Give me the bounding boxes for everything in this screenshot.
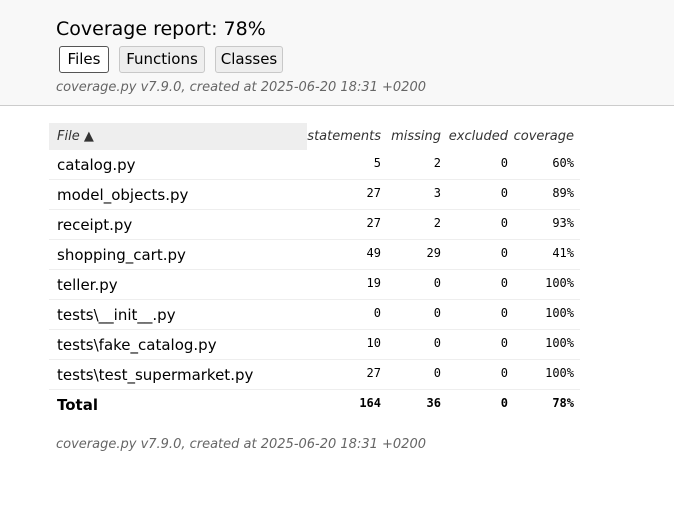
column-header-coverage[interactable]: coverage [513, 129, 574, 144]
excluded-value: 0 [500, 156, 508, 170]
table-row: shopping_cart.py 49 29 0 41% [49, 240, 580, 270]
coverage-value: 60% [552, 156, 574, 170]
total-coverage: 78% [552, 396, 574, 410]
missing-value: 0 [433, 306, 441, 320]
excluded-value: 0 [500, 366, 508, 380]
column-header-statements[interactable]: statements [307, 129, 381, 144]
excluded-value: 0 [500, 186, 508, 200]
missing-value: 3 [433, 186, 441, 200]
statements-value: 19 [366, 276, 381, 290]
column-header-excluded[interactable]: excluded [448, 129, 508, 144]
excluded-value: 0 [500, 246, 508, 260]
coverage-value: 41% [552, 246, 574, 260]
missing-value: 2 [433, 216, 441, 230]
column-header-missing[interactable]: missing [391, 129, 441, 144]
statements-value: 49 [366, 246, 381, 260]
excluded-value: 0 [500, 216, 508, 230]
excluded-value: 0 [500, 276, 508, 290]
column-header-file[interactable]: File ▲ [49, 123, 307, 150]
report-header: Coverage report: 78% Files Functions Cla… [0, 0, 674, 106]
missing-value: 0 [433, 276, 441, 290]
coverage-value: 93% [552, 216, 574, 230]
missing-value: 2 [433, 156, 441, 170]
table-row: catalog.py 5 2 0 60% [49, 150, 580, 180]
excluded-value: 0 [500, 306, 508, 320]
file-link[interactable]: shopping_cart.py [57, 246, 186, 264]
missing-value: 0 [433, 366, 441, 380]
table-row: teller.py 19 0 0 100% [49, 270, 580, 300]
excluded-value: 0 [500, 336, 508, 350]
table-row: receipt.py 27 2 0 93% [49, 210, 580, 240]
footer-created-info: coverage.py v7.9.0, created at 2025-06-2… [56, 437, 426, 452]
statements-value: 27 [366, 366, 381, 380]
statements-value: 27 [366, 216, 381, 230]
statements-value: 27 [366, 186, 381, 200]
total-statements: 164 [359, 396, 381, 410]
table-header-row: File ▲ statements missing excluded cover… [49, 123, 580, 150]
coverage-value: 100% [545, 366, 574, 380]
missing-value: 29 [426, 246, 441, 260]
tab-functions[interactable]: Functions [119, 46, 205, 73]
tab-classes[interactable]: Classes [215, 46, 283, 73]
table-row: tests\fake_catalog.py 10 0 0 100% [49, 330, 580, 360]
file-link[interactable]: catalog.py [57, 156, 136, 174]
coverage-value: 100% [545, 276, 574, 290]
total-excluded: 0 [500, 396, 508, 410]
coverage-table: File ▲ statements missing excluded cover… [49, 123, 580, 420]
table-row: tests\__init__.py 0 0 0 100% [49, 300, 580, 330]
statements-value: 10 [366, 336, 381, 350]
statements-value: 0 [373, 306, 381, 320]
total-row: Total 164 36 0 78% [49, 390, 580, 420]
page-title: Coverage report: 78% [56, 18, 266, 40]
file-link[interactable]: tests\fake_catalog.py [57, 336, 217, 354]
total-label: Total [57, 396, 98, 414]
missing-value: 0 [433, 336, 441, 350]
file-link[interactable]: receipt.py [57, 216, 133, 234]
coverage-value: 100% [545, 336, 574, 350]
file-link[interactable]: teller.py [57, 276, 118, 294]
tab-files[interactable]: Files [59, 46, 109, 73]
coverage-value: 89% [552, 186, 574, 200]
column-header-file-label: File [57, 129, 80, 144]
file-link[interactable]: tests\__init__.py [57, 306, 176, 324]
file-link[interactable]: model_objects.py [57, 186, 189, 204]
sort-ascending-icon: ▲ [83, 129, 94, 144]
statements-value: 5 [373, 156, 381, 170]
coverage-value: 100% [545, 306, 574, 320]
table-row: model_objects.py 27 3 0 89% [49, 180, 580, 210]
created-info: coverage.py v7.9.0, created at 2025-06-2… [56, 80, 426, 95]
total-missing: 36 [426, 396, 441, 410]
file-link[interactable]: tests\test_supermarket.py [57, 366, 254, 384]
table-row: tests\test_supermarket.py 27 0 0 100% [49, 360, 580, 390]
